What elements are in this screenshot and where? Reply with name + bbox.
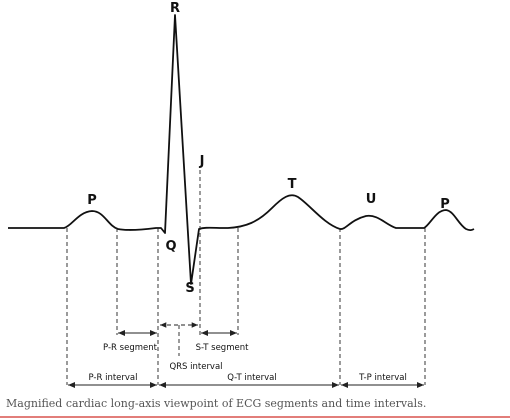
segment-label: S-T segment <box>196 343 250 353</box>
segment-label: P-R segment <box>103 343 158 353</box>
wave-label: P <box>440 197 450 212</box>
interval-label: T-P interval <box>358 373 407 383</box>
wave-label: S <box>185 281 194 296</box>
wave-label: R <box>170 1 180 16</box>
ecg-trace <box>8 14 475 285</box>
wave-label: J <box>199 154 205 169</box>
wave-label: T <box>288 177 297 192</box>
wave-label: Q <box>165 239 176 254</box>
interval-label: P-R interval <box>88 373 137 383</box>
caption: Magnified cardiac long-axis viewpoint of… <box>6 397 426 410</box>
interval-label: Q-T interval <box>227 373 277 383</box>
segment-label: QRS interval <box>169 362 222 372</box>
wave-label: P <box>87 193 97 208</box>
wave-label: U <box>366 192 377 207</box>
